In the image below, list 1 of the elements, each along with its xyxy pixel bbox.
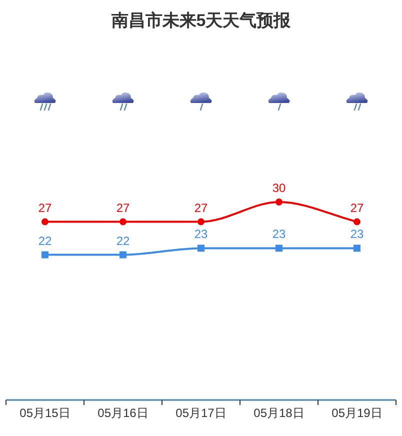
title: 南昌市未来5天天气预报 [111,11,291,30]
